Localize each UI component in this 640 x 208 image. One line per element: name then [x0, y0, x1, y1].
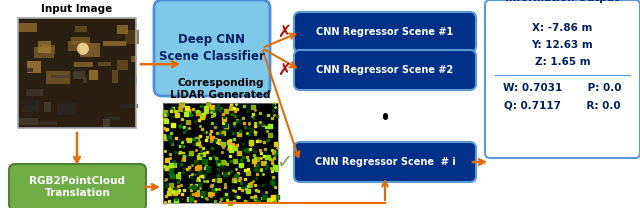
Bar	[26, 89, 43, 96]
Bar	[73, 71, 85, 79]
Bar	[120, 104, 138, 108]
Bar	[98, 62, 111, 66]
Bar	[117, 60, 128, 70]
Bar	[18, 18, 136, 128]
Text: W: 0.7031       P: 0.0: W: 0.7031 P: 0.0	[503, 83, 621, 93]
Text: Y: 12.63 m: Y: 12.63 m	[532, 40, 593, 50]
Text: ✗: ✗	[277, 61, 291, 79]
Bar	[131, 56, 137, 62]
Bar	[22, 100, 39, 111]
Bar	[18, 23, 37, 32]
Bar	[129, 75, 137, 84]
Bar	[42, 45, 54, 54]
Bar	[57, 103, 76, 115]
Bar	[89, 70, 99, 80]
Bar	[72, 37, 90, 45]
Text: Z: 1.65 m: Z: 1.65 m	[534, 57, 590, 67]
Bar	[113, 70, 118, 83]
Circle shape	[77, 43, 89, 55]
Text: CNN Regressor Scene #2: CNN Regressor Scene #2	[316, 65, 454, 75]
Text: CNN Regressor Scene #1: CNN Regressor Scene #1	[316, 27, 454, 37]
Bar	[76, 26, 87, 32]
Bar	[125, 30, 140, 44]
Bar	[23, 68, 33, 72]
Text: RGB2PointCloud
Translation: RGB2PointCloud Translation	[29, 176, 125, 198]
Bar	[38, 121, 56, 125]
Text: Input Image: Input Image	[42, 4, 113, 14]
Bar	[81, 46, 88, 52]
FancyBboxPatch shape	[294, 50, 476, 90]
FancyBboxPatch shape	[485, 0, 640, 158]
Bar	[51, 75, 69, 78]
Bar	[34, 47, 54, 58]
FancyBboxPatch shape	[294, 12, 476, 52]
Bar	[74, 62, 93, 67]
FancyBboxPatch shape	[294, 142, 476, 182]
Bar	[163, 103, 278, 203]
FancyBboxPatch shape	[154, 0, 270, 96]
Bar	[38, 41, 51, 53]
Bar	[163, 103, 278, 203]
Bar	[103, 41, 126, 46]
Bar	[79, 43, 100, 57]
Bar	[45, 71, 70, 84]
Text: X: -7.86 m: X: -7.86 m	[532, 23, 593, 33]
Bar	[103, 119, 109, 128]
Bar	[83, 77, 88, 83]
FancyBboxPatch shape	[9, 164, 146, 208]
Text: Cartesian & Quaternion
Information Output: Cartesian & Quaternion Information Outpu…	[493, 0, 632, 3]
Bar	[117, 25, 129, 34]
Bar	[104, 117, 120, 120]
Text: Q: 0.7117       R: 0.0: Q: 0.7117 R: 0.0	[504, 100, 621, 110]
Bar	[44, 102, 51, 112]
Text: ✗: ✗	[277, 23, 291, 41]
Text: Deep CNN
Scene Classifier: Deep CNN Scene Classifier	[159, 33, 265, 62]
Text: CNN Regressor Scene  # i: CNN Regressor Scene # i	[315, 157, 456, 167]
Bar	[27, 61, 41, 73]
Bar	[20, 99, 36, 106]
Bar	[19, 118, 38, 125]
Text: Corresponding
LiDAR Generated: Corresponding LiDAR Generated	[170, 78, 271, 100]
Text: ✓: ✓	[276, 152, 292, 172]
Bar	[68, 41, 86, 51]
